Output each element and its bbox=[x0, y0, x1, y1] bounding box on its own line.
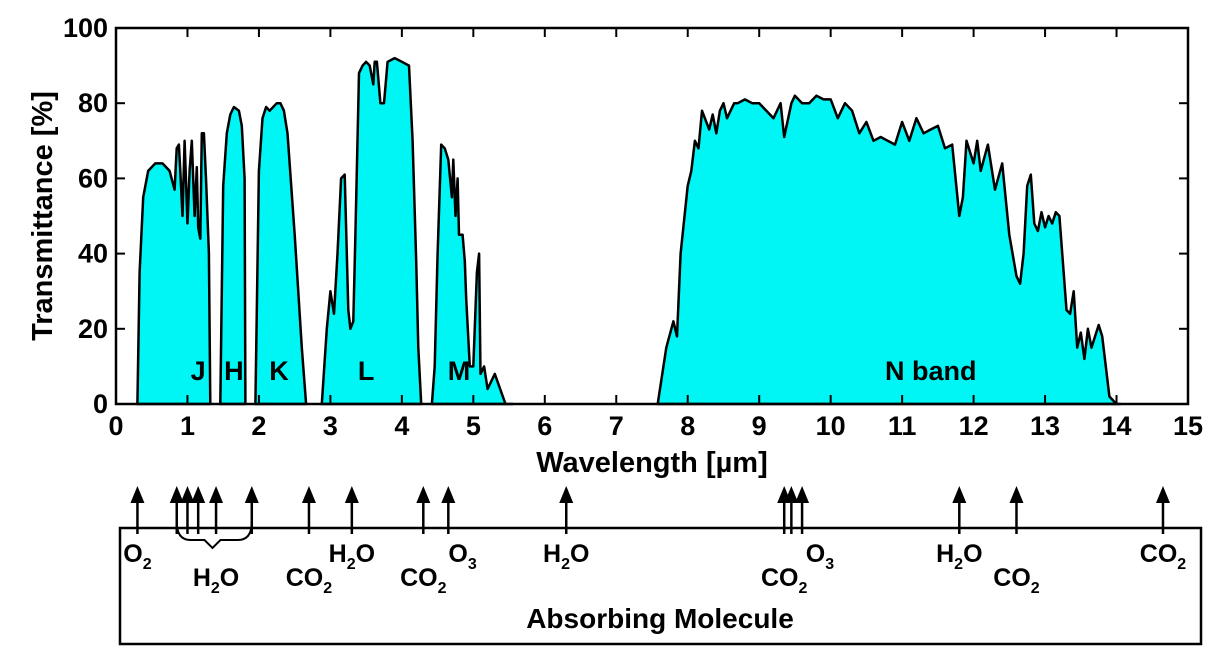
absorption-arrowhead bbox=[952, 486, 967, 503]
x-tick-label: 13 bbox=[1030, 411, 1060, 441]
x-tick-label: 8 bbox=[680, 411, 695, 441]
absorption-arrowhead bbox=[559, 486, 574, 503]
absorption-arrowhead bbox=[130, 486, 145, 503]
y-tick-label: 60 bbox=[78, 163, 108, 193]
transmission-window-1 bbox=[136, 132, 212, 406]
x-axis-title: Wavelength [µm] bbox=[536, 447, 768, 479]
band-label: H bbox=[224, 356, 244, 386]
absorption-arrowhead bbox=[1155, 486, 1170, 503]
x-tick-label: 9 bbox=[752, 411, 767, 441]
band-label: K bbox=[269, 356, 289, 386]
absorption-arrowhead bbox=[209, 486, 224, 503]
y-tick-label: 40 bbox=[78, 239, 108, 269]
plot-frame bbox=[114, 26, 1190, 406]
absorption-arrowhead bbox=[244, 486, 259, 503]
x-tick-label: 12 bbox=[959, 411, 989, 441]
x-tick-label: 14 bbox=[1102, 411, 1132, 441]
x-tick-label: 1 bbox=[180, 411, 195, 441]
transmission-window-4 bbox=[320, 56, 423, 406]
y-tick-label: 80 bbox=[78, 88, 108, 118]
band-label: J bbox=[191, 356, 206, 386]
molecule-label: CO2 bbox=[400, 564, 447, 597]
x-tick-label: 10 bbox=[816, 411, 846, 441]
molecule-label: O2 bbox=[123, 540, 151, 573]
y-tick-label: 100 bbox=[63, 13, 108, 43]
band-label: N band bbox=[885, 356, 977, 386]
x-tick-label: 0 bbox=[108, 411, 123, 441]
molecule-label: O3 bbox=[448, 540, 476, 573]
x-tick-label: 7 bbox=[609, 411, 624, 441]
molecule-label: H2O bbox=[543, 540, 589, 573]
absorption-arrowhead bbox=[784, 486, 799, 503]
x-tick-label: 3 bbox=[323, 411, 338, 441]
molecule-box-title: Absorbing Molecule bbox=[526, 603, 794, 634]
transmission-window-5 bbox=[430, 143, 514, 406]
x-tick-label: 5 bbox=[466, 411, 481, 441]
molecule-label: O3 bbox=[806, 540, 834, 573]
molecule-label: CO2 bbox=[1140, 540, 1187, 573]
y-tick-label: 0 bbox=[93, 389, 108, 419]
x-tick-label: 11 bbox=[888, 411, 917, 441]
absorption-arrowhead bbox=[169, 486, 184, 503]
x-tick-label: 15 bbox=[1173, 411, 1203, 441]
band-label: M bbox=[448, 356, 471, 386]
molecule-label: CO2 bbox=[761, 564, 808, 597]
x-tick-label: 6 bbox=[537, 411, 552, 441]
water-band-brace bbox=[175, 521, 253, 550]
absorption-arrowhead bbox=[441, 486, 456, 503]
molecule-label: H2O bbox=[193, 564, 239, 597]
molecule-label: H2O bbox=[936, 540, 982, 573]
molecule-label: CO2 bbox=[286, 564, 333, 597]
absorption-arrowhead bbox=[795, 486, 810, 503]
molecule-label: CO2 bbox=[993, 564, 1040, 597]
absorption-arrowhead bbox=[1009, 486, 1024, 503]
y-tick-label: 20 bbox=[78, 314, 108, 344]
absorption-arrowhead bbox=[301, 486, 316, 503]
x-tick-label: 2 bbox=[251, 411, 266, 441]
x-tick-label: 4 bbox=[394, 411, 409, 441]
absorption-arrowhead bbox=[180, 486, 195, 503]
band-label: L bbox=[358, 356, 375, 386]
transmission-window-2 bbox=[219, 105, 247, 406]
absorption-arrowhead bbox=[416, 486, 431, 503]
absorption-arrowhead bbox=[191, 486, 206, 503]
absorption-arrows bbox=[130, 486, 1170, 550]
y-axis-title: Transmittance [%] bbox=[27, 91, 59, 341]
molecule-label: H2O bbox=[329, 540, 375, 573]
transmission-window-3 bbox=[254, 101, 308, 406]
molecule-box bbox=[118, 526, 1203, 646]
absorption-arrowhead bbox=[344, 486, 359, 503]
transmittance-series bbox=[136, 56, 1122, 406]
transmission-window-6 bbox=[656, 94, 1122, 406]
